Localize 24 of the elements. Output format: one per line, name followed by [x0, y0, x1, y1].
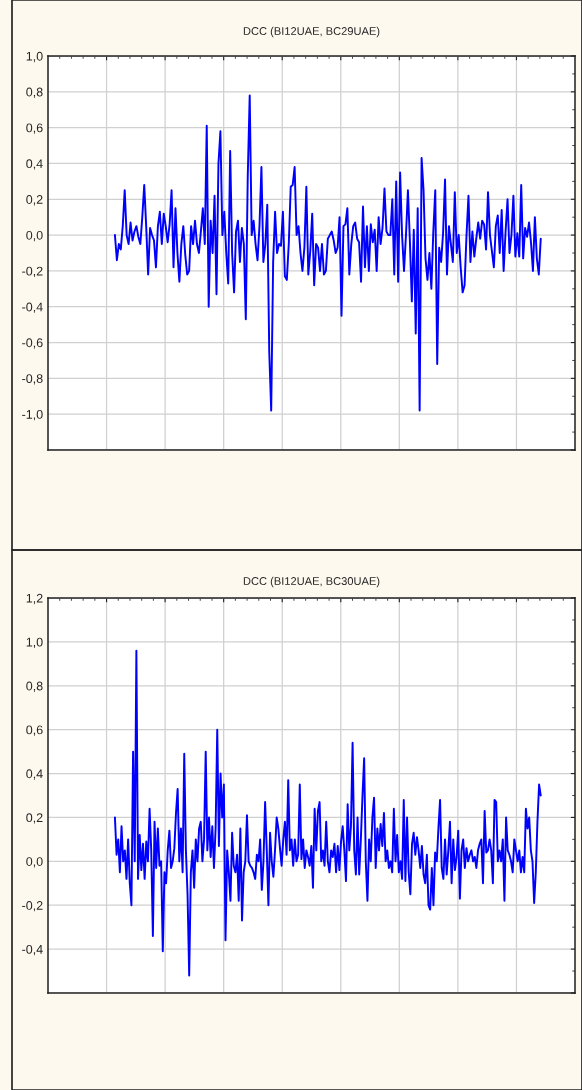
y-tick-label: 0,8	[26, 681, 43, 692]
y-tick-label: 0,0	[26, 857, 43, 868]
line-series	[113, 94, 542, 412]
y-tick-label: 0,6	[26, 725, 43, 736]
y-tick-label: -0,4	[22, 302, 43, 313]
chart-title: DCC (BI12UAE, BC29UAE)	[243, 26, 380, 38]
y-tick-label: 1,0	[26, 51, 43, 63]
y-tick-label: 0,8	[26, 87, 43, 98]
y-tick-label: -0,8	[22, 374, 43, 385]
y-tick-label: -0,2	[22, 266, 43, 278]
line-series	[113, 649, 542, 977]
y-tick-label: 0,0	[26, 230, 43, 242]
y-tick-label: 0,2	[26, 195, 43, 206]
y-tick-label: 1,2	[26, 593, 43, 605]
y-tick-label: 0,4	[26, 159, 43, 170]
chart-title: DCC (BI12UAE, BC30UAE)	[243, 576, 380, 588]
y-tick-label: 0,2	[26, 813, 43, 824]
y-tick-label: 0,4	[26, 769, 43, 780]
y-tick-label: -0,6	[22, 338, 43, 349]
y-tick-label: -0,2	[22, 901, 43, 912]
y-tick-label: -0,4	[22, 944, 43, 956]
y-tick-label: 1,0	[26, 637, 43, 649]
y-tick-label: 0,6	[26, 123, 43, 134]
y-tick-label: -1,0	[22, 409, 43, 421]
